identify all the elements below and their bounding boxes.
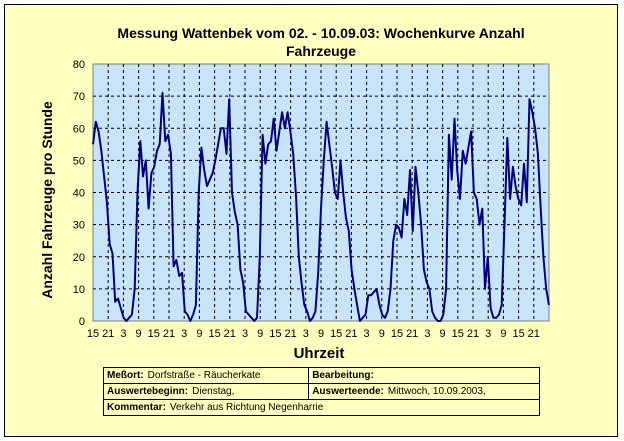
messort-value: Dorfstraße - Räucherkate xyxy=(147,370,261,381)
x-tick-label: 15 xyxy=(208,328,220,340)
y-axis-label: Anzahl Fahrzeuge pro Stunde xyxy=(39,101,55,299)
x-tick-label: 21 xyxy=(345,328,357,340)
auswertebeginn-value: Dienstag, xyxy=(192,386,235,397)
y-tick-label: 60 xyxy=(73,123,85,135)
x-tick-label: 15 xyxy=(330,328,342,340)
kommentar-value: Verkehr aus Richtung Negenharrie xyxy=(169,402,324,413)
kommentar-label: Kommentar: xyxy=(107,402,166,413)
x-axis: 15 21 3 9 15 21 3 9 15 21 3 9 15 21 3 9 15 21 3 9 15 21 3 9 15 21… xyxy=(87,328,540,340)
x-tick-label: 21 xyxy=(102,328,114,340)
x-tick-label: 15 xyxy=(452,328,464,340)
x-tick-label: 9 xyxy=(136,328,142,340)
x-tick-label: 15 xyxy=(148,328,160,340)
x-tick-label: 9 xyxy=(500,328,506,340)
bearbeitung-cell: Bearbeitung: xyxy=(308,367,540,384)
x-tick-label: 15 xyxy=(269,328,281,340)
x-tick-label: 15 xyxy=(87,328,99,340)
y-tick-label: 50 xyxy=(73,155,85,167)
x-tick-label: 21 xyxy=(163,328,175,340)
y-tick-label: 20 xyxy=(73,252,85,264)
x-tick-label: 3 xyxy=(303,328,309,340)
y-tick-label: 0 xyxy=(79,316,85,328)
x-tick-label: 9 xyxy=(196,328,202,340)
y-tick-label: 30 xyxy=(73,220,85,232)
auswertebeginn-label: Auswertebeginn: xyxy=(107,386,189,397)
x-tick-label: 3 xyxy=(364,328,370,340)
kommentar-cell: Kommentar: Verkehr aus Richtung Negenharr… xyxy=(103,399,540,416)
y-tick-label: 80 xyxy=(73,59,85,71)
bearbeitung-label: Bearbeitung: xyxy=(312,370,374,381)
x-tick-label: 21 xyxy=(406,328,418,340)
x-tick-label: 9 xyxy=(440,328,446,340)
x-tick-label: 15 xyxy=(512,328,524,340)
auswertebeginn-cell: Auswertebeginn: Dienstag, xyxy=(102,383,310,400)
x-tick-label: 3 xyxy=(120,328,126,340)
x-tick-label: 3 xyxy=(242,328,248,340)
series-layer xyxy=(92,91,550,322)
messort-cell: Meßort: Dorfstraße - Räucherkate xyxy=(102,367,310,384)
x-tick-label: 9 xyxy=(379,328,385,340)
info-row: Meßort: Dorfstraße - Räucherkate Bearbeit… xyxy=(102,367,540,384)
x-axis-label: Uhrzeit xyxy=(293,345,345,362)
x-tick-label: 3 xyxy=(181,328,187,340)
x-tick-label: 9 xyxy=(318,328,324,340)
chart-title: Messung Wattenbek vom 02. - 10.09.03: Wo… xyxy=(117,25,525,59)
info-row: Kommentar: Verkehr aus Richtung Negenharr… xyxy=(103,399,540,416)
y-tick-label: 70 xyxy=(73,91,85,103)
auswerteende-cell: Auswerteende: Mittwoch, 10.09.2003, xyxy=(308,383,540,400)
info-table: Meßort: Dorfstraße - Räucherkate Bearbeit… xyxy=(102,367,540,416)
x-tick-label: 21 xyxy=(528,328,540,340)
x-tick-label: 21 xyxy=(224,328,236,340)
info-row: Auswertebeginn: Dienstag, Auswerteende: Mi… xyxy=(102,383,540,400)
x-tick-label: 9 xyxy=(257,328,263,340)
messort-label: Meßort: xyxy=(107,370,144,381)
x-tick-label: 15 xyxy=(391,328,403,340)
y-axis: 0 10 20 30 40 50 60 70 80 xyxy=(73,59,85,328)
auswerteende-label: Auswerteende: xyxy=(312,386,384,397)
x-tick-label: 21 xyxy=(284,328,296,340)
y-tick-label: 10 xyxy=(73,284,85,296)
x-tick-label: 21 xyxy=(467,328,479,340)
x-tick-label: 3 xyxy=(485,328,491,340)
x-tick-label: 3 xyxy=(424,328,430,340)
y-tick-label: 40 xyxy=(73,188,85,200)
series-line xyxy=(92,91,550,322)
auswerteende-value: Mittwoch, 10.09.2003, xyxy=(387,386,486,397)
